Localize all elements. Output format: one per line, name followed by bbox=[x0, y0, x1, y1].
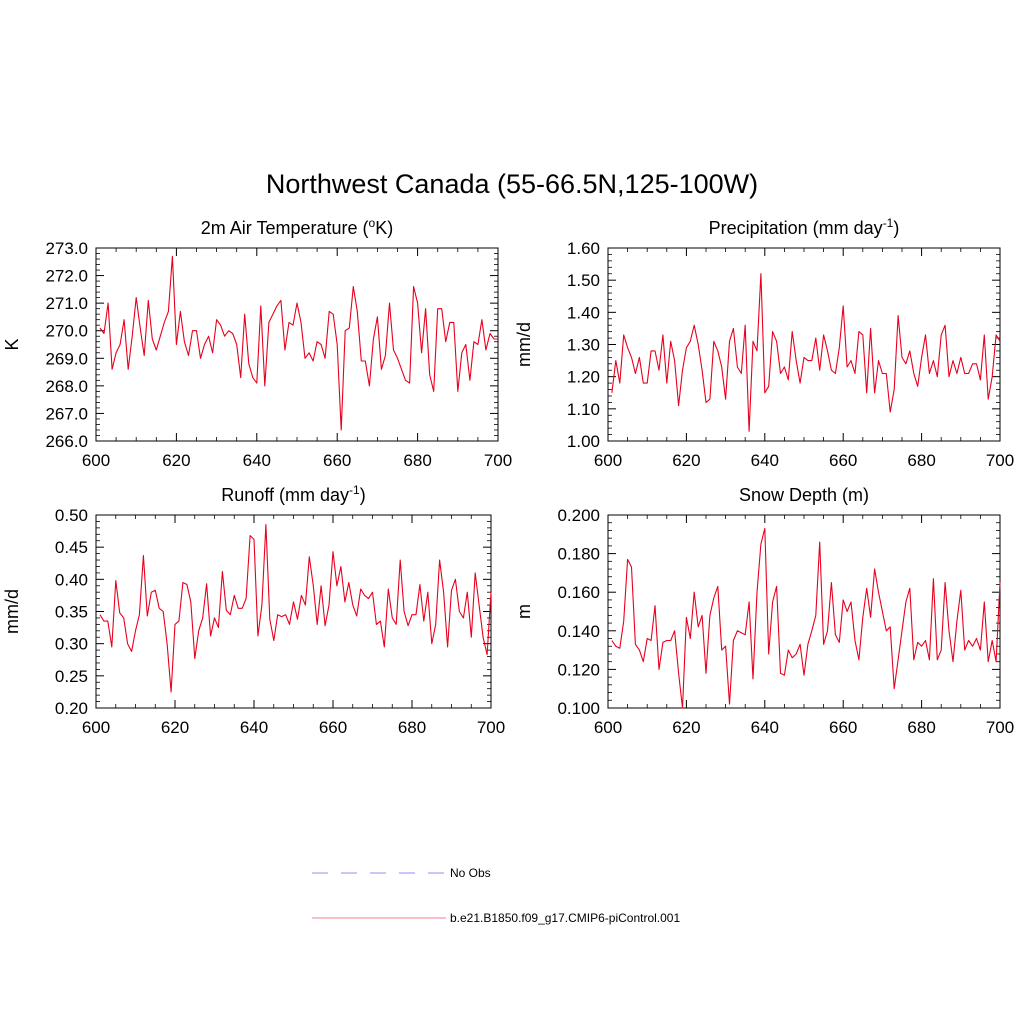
y-tick-label: 0.45 bbox=[55, 538, 88, 557]
panel-title-sup: -1 bbox=[349, 483, 360, 497]
panel-title-sup: -1 bbox=[883, 216, 894, 230]
y-tick-label: 0.40 bbox=[55, 570, 88, 589]
x-tick-label: 620 bbox=[672, 718, 700, 737]
x-tick-label: 600 bbox=[82, 718, 110, 737]
y-tick-label: 1.60 bbox=[567, 239, 600, 258]
plot-frame bbox=[95, 514, 492, 709]
series-line bbox=[99, 524, 492, 693]
plot-frame bbox=[607, 247, 1001, 442]
x-tick-label: 660 bbox=[319, 718, 347, 737]
y-tick-label: 268.0 bbox=[45, 377, 88, 396]
x-tick-label: 620 bbox=[162, 451, 190, 470]
x-tick-label: 680 bbox=[403, 451, 431, 470]
y-axis-label: mm/d bbox=[514, 322, 534, 367]
panel-title-sup: o bbox=[369, 216, 376, 230]
y-tick-label: 271.0 bbox=[45, 294, 88, 313]
chart-panels: 2m Air Temperature (oK) K 600 620 640 660 680 7… bbox=[2, 216, 1014, 737]
y-tick-label: 270.0 bbox=[45, 322, 88, 341]
x-tick-label: 660 bbox=[323, 451, 351, 470]
y-axis-label: mm/d bbox=[2, 589, 22, 634]
y-tick-label: 0.35 bbox=[55, 603, 88, 622]
x-tick-label: 680 bbox=[907, 718, 935, 737]
chart-panel: Snow Depth (m) m 600 620 640 660 680 700 0.100 0.… bbox=[514, 485, 1014, 737]
panel-title-main: Runoff (mm day bbox=[221, 485, 349, 505]
panel-title-tail: K) bbox=[375, 218, 393, 238]
y-tick-label: 1.10 bbox=[567, 400, 600, 419]
series-line bbox=[99, 255, 498, 431]
legend-entry-model: b.e21.B1850.f09_g17.CMIP6-piControl.001 bbox=[312, 911, 680, 925]
y-tick-label: 272.0 bbox=[45, 267, 88, 286]
y-tick-label: 1.40 bbox=[567, 303, 600, 322]
x-tick-label: 620 bbox=[672, 451, 700, 470]
x-tick-label: 700 bbox=[986, 451, 1014, 470]
x-tick-label: 680 bbox=[398, 718, 426, 737]
y-tick-label: 0.200 bbox=[557, 506, 600, 525]
x-tick-label: 620 bbox=[161, 718, 189, 737]
panel-title-main: Snow Depth (m) bbox=[739, 485, 869, 505]
y-tick-label: 0.100 bbox=[557, 699, 600, 718]
panel-title: Runoff (mm day-1) bbox=[221, 483, 365, 505]
x-tick-label: 660 bbox=[829, 451, 857, 470]
panel-title-main: Precipitation (mm day bbox=[709, 218, 883, 238]
series-line bbox=[611, 527, 1001, 709]
y-axis-label: K bbox=[2, 338, 22, 350]
panel-title: Precipitation (mm day-1) bbox=[709, 216, 900, 238]
y-tick-label: 1.00 bbox=[567, 432, 600, 451]
y-tick-label: 267.0 bbox=[45, 404, 88, 423]
x-tick-label: 700 bbox=[477, 718, 505, 737]
x-tick-label: 640 bbox=[240, 718, 268, 737]
x-tick-label: 700 bbox=[484, 451, 512, 470]
panel-title: Snow Depth (m) bbox=[739, 485, 869, 505]
panel-title-tail: ) bbox=[893, 218, 899, 238]
panel-title-main: 2m Air Temperature ( bbox=[201, 218, 369, 238]
legend-entry-no-obs: No Obs bbox=[312, 866, 491, 880]
y-tick-label: 273.0 bbox=[45, 239, 88, 258]
plot-frame bbox=[95, 247, 499, 442]
x-tick-label: 680 bbox=[907, 451, 935, 470]
y-tick-label: 0.50 bbox=[55, 506, 88, 525]
y-tick-label: 269.0 bbox=[45, 349, 88, 368]
y-tick-label: 1.50 bbox=[567, 271, 600, 290]
x-tick-label: 640 bbox=[751, 718, 779, 737]
legend-label-no-obs: No Obs bbox=[450, 866, 491, 880]
y-axis-label: m bbox=[514, 604, 534, 619]
x-tick-label: 660 bbox=[829, 718, 857, 737]
legend: No Obs b.e21.B1850.f09_g17.CMIP6-piContr… bbox=[312, 866, 680, 925]
y-tick-label: 1.30 bbox=[567, 336, 600, 355]
x-tick-label: 700 bbox=[986, 718, 1014, 737]
x-tick-label: 600 bbox=[82, 451, 110, 470]
y-tick-label: 0.140 bbox=[557, 622, 600, 641]
x-tick-label: 600 bbox=[594, 718, 622, 737]
plot-frame bbox=[607, 514, 1001, 709]
y-tick-label: 0.25 bbox=[55, 667, 88, 686]
y-tick-label: 0.160 bbox=[557, 583, 600, 602]
y-tick-label: 0.120 bbox=[557, 660, 600, 679]
series-line bbox=[611, 273, 1001, 432]
x-tick-label: 600 bbox=[594, 451, 622, 470]
figure-title: Northwest Canada (55-66.5N,125-100W) bbox=[266, 169, 758, 199]
y-tick-label: 0.20 bbox=[55, 699, 88, 718]
y-tick-label: 266.0 bbox=[45, 432, 88, 451]
y-tick-label: 0.30 bbox=[55, 635, 88, 654]
chart-panel: Runoff (mm day-1) mm/d 600 620 640 660 680 700 0… bbox=[2, 483, 505, 737]
chart-panel: 2m Air Temperature (oK) K 600 620 640 660 680 7… bbox=[2, 216, 512, 470]
panel-title-tail: ) bbox=[360, 485, 366, 505]
legend-label-model: b.e21.B1850.f09_g17.CMIP6-piControl.001 bbox=[450, 911, 680, 925]
x-tick-label: 640 bbox=[751, 451, 779, 470]
y-tick-label: 0.180 bbox=[557, 545, 600, 564]
panel-title: 2m Air Temperature (oK) bbox=[201, 216, 393, 238]
chart-panel: Precipitation (mm day-1) mm/d 600 620 640 660… bbox=[514, 216, 1014, 470]
x-tick-label: 640 bbox=[243, 451, 271, 470]
y-tick-label: 1.20 bbox=[567, 368, 600, 387]
